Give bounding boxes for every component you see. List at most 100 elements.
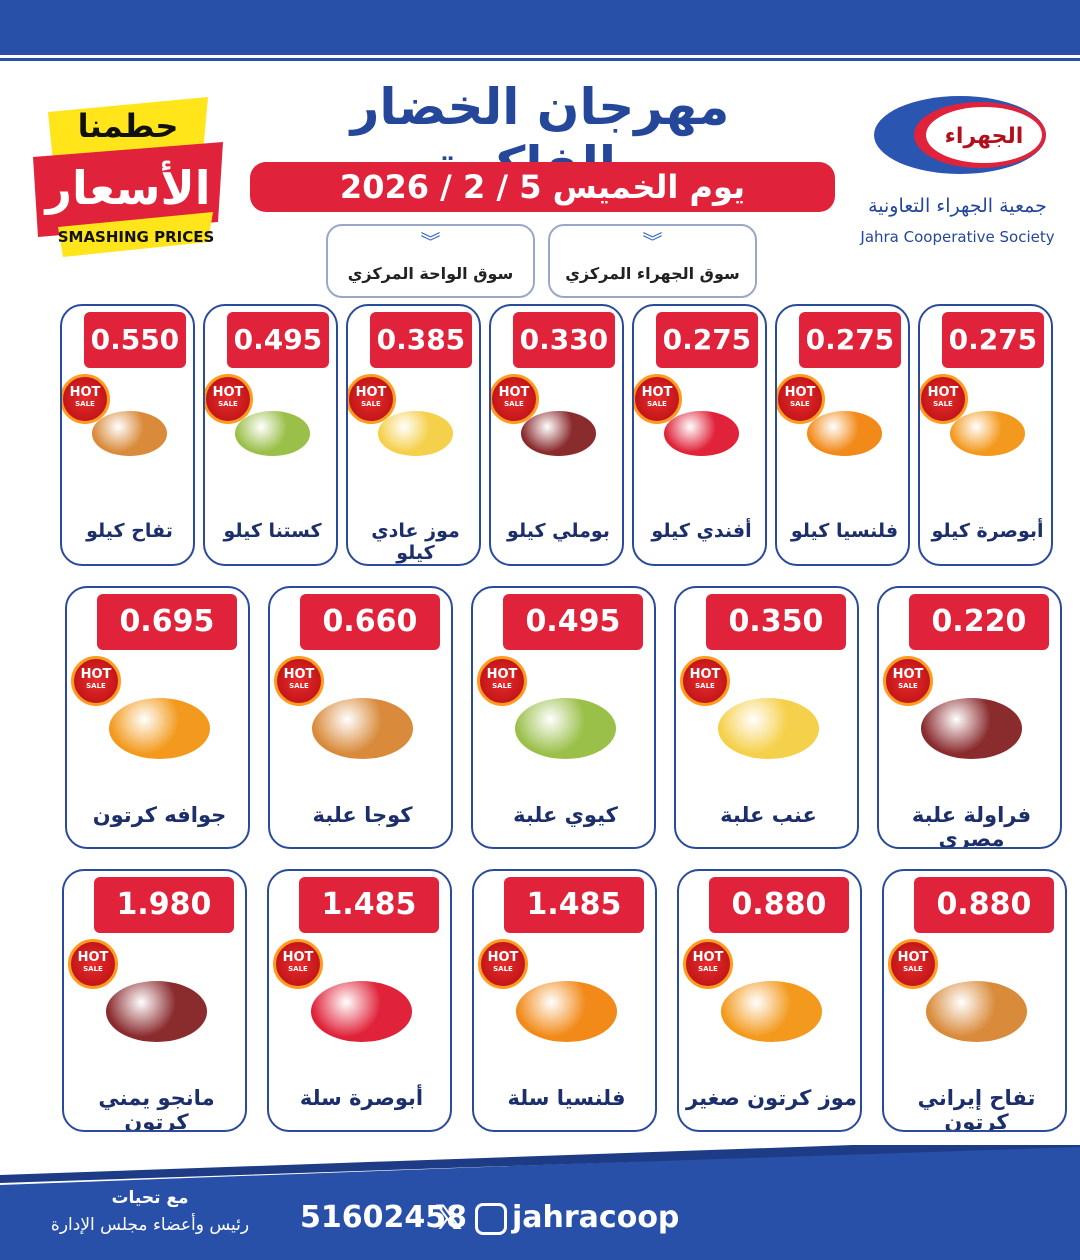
logo-name-ar: جمعية الجهراء التعاونية — [868, 195, 1047, 217]
product-image — [950, 411, 1025, 456]
product-card: 1.485 HOT SALE فلنسيا سلة — [472, 869, 657, 1132]
hot-badge: HOT SALE — [634, 374, 682, 424]
product-card: 0.880 HOT SALE موز كرتون صغير — [677, 869, 862, 1132]
hot-badge: HOT SALE — [777, 374, 825, 424]
hot-badge: HOT SALE — [491, 374, 539, 424]
logo-name-en: Jahra Cooperative Society — [860, 228, 1055, 246]
product-image — [108, 698, 211, 760]
hot-badge: HOT SALE — [62, 374, 110, 424]
sale-text: SALE — [492, 682, 512, 690]
hot-text: HOT — [498, 385, 530, 400]
product-name: كيوي علبة — [513, 803, 618, 827]
product-image — [92, 411, 167, 456]
footer-phone: 51602458 — [300, 1200, 467, 1235]
sale-text: SALE — [933, 400, 953, 408]
product-card: 0.695 HOT SALE جوافه كرتون — [65, 586, 250, 849]
hot-badge: HOT SALE — [888, 939, 938, 989]
price: 0.880 — [913, 877, 1055, 933]
hot-badge: HOT SALE — [477, 656, 527, 706]
promo-line3: SMASHING PRICES — [58, 228, 215, 246]
price: 0.550 — [83, 312, 187, 368]
price: 0.275 — [798, 312, 902, 368]
hot-badge: HOT SALE — [71, 656, 121, 706]
promo-line2: الأسعار — [44, 160, 211, 215]
product-name: موز عادي كيلو — [371, 520, 460, 564]
product-name: كستنا كيلو — [223, 520, 322, 542]
footer — [0, 1145, 1080, 1260]
hot-text: HOT — [355, 385, 387, 400]
top-bar — [0, 0, 1080, 55]
product-card: 0.385 HOT SALE موز عادي كيلو — [346, 304, 481, 566]
product-image — [515, 981, 618, 1043]
footer-board: رئيس وأعضاء مجلس الإدارة — [50, 1215, 250, 1235]
sale-text: SALE — [790, 400, 810, 408]
price: 0.220 — [908, 594, 1050, 650]
hot-badge: HOT SALE — [348, 374, 396, 424]
sale-text: SALE — [361, 400, 381, 408]
price: 0.660 — [299, 594, 441, 650]
product-card: 0.550 HOT SALE تفاح كيلو — [60, 304, 195, 566]
hot-badge: HOT SALE — [273, 939, 323, 989]
hot-badge: HOT SALE — [920, 374, 968, 424]
hot-badge: HOT SALE — [205, 374, 253, 424]
x-icon: 𝕏 — [435, 1198, 463, 1238]
product-image — [720, 981, 823, 1043]
hot-text: HOT — [892, 667, 924, 682]
hot-text: HOT — [689, 667, 721, 682]
price: 0.275 — [655, 312, 759, 368]
product-image — [925, 981, 1028, 1043]
product-image — [664, 411, 739, 456]
sale-text: SALE — [218, 400, 238, 408]
price: 0.495 — [226, 312, 330, 368]
product-image — [311, 698, 414, 760]
instagram-icon — [475, 1203, 507, 1235]
footer-handle: jahracoop — [512, 1200, 680, 1235]
hot-badge: HOT SALE — [683, 939, 733, 989]
hot-badge: HOT SALE — [68, 939, 118, 989]
footer-greeting: مع تحيات — [111, 1188, 189, 1208]
price: 0.330 — [512, 312, 616, 368]
market-name: سوق الواحة المركزي — [347, 264, 514, 283]
hot-text: HOT — [641, 385, 673, 400]
product-image — [235, 411, 310, 456]
sale-text: SALE — [288, 965, 308, 973]
price: 0.695 — [96, 594, 238, 650]
hot-text: HOT — [927, 385, 959, 400]
product-name: فلنسيا كيلو — [790, 520, 899, 542]
hot-text: HOT — [692, 950, 724, 965]
product-image — [807, 411, 882, 456]
product-card: 0.330 HOT SALE بوملي كيلو — [489, 304, 624, 566]
product-image — [717, 698, 820, 760]
hot-text: HOT — [487, 950, 519, 965]
hot-text: HOT — [282, 950, 314, 965]
sale-text: SALE — [647, 400, 667, 408]
sale-text: SALE — [75, 400, 95, 408]
price: 1.485 — [503, 877, 645, 933]
price: 0.350 — [705, 594, 847, 650]
product-name: أبوصرة سلة — [299, 1086, 424, 1110]
date: يوم الخميس 5 / 2 / 2026 — [250, 162, 835, 212]
sale-text: SALE — [86, 682, 106, 690]
price: 0.385 — [369, 312, 473, 368]
sale-text: SALE — [898, 682, 918, 690]
logo: الجهراء — [874, 96, 1046, 174]
product-name: فراولة علبة مصري — [911, 803, 1032, 849]
hot-badge: HOT SALE — [478, 939, 528, 989]
product-image — [105, 981, 208, 1043]
product-card: 0.275 HOT SALE أفندي كيلو — [632, 304, 767, 566]
sale-text: SALE — [504, 400, 524, 408]
hot-text: HOT — [80, 667, 112, 682]
hot-text: HOT — [283, 667, 315, 682]
sale-text: SALE — [698, 965, 718, 973]
hot-badge: HOT SALE — [680, 656, 730, 706]
product-image — [920, 698, 1023, 760]
price: 1.485 — [298, 877, 440, 933]
product-name: عنب علبة — [720, 803, 817, 827]
product-card: 0.495 HOT SALE كيوي علبة — [471, 586, 656, 849]
product-card: 0.495 HOT SALE كستنا كيلو — [203, 304, 338, 566]
product-name: فلنسيا سلة — [507, 1086, 626, 1110]
chevron: ︾ — [420, 230, 441, 254]
price: 0.495 — [502, 594, 644, 650]
hot-badge: HOT SALE — [274, 656, 324, 706]
product-card: 0.275 HOT SALE أبوصرة كيلو — [918, 304, 1053, 566]
